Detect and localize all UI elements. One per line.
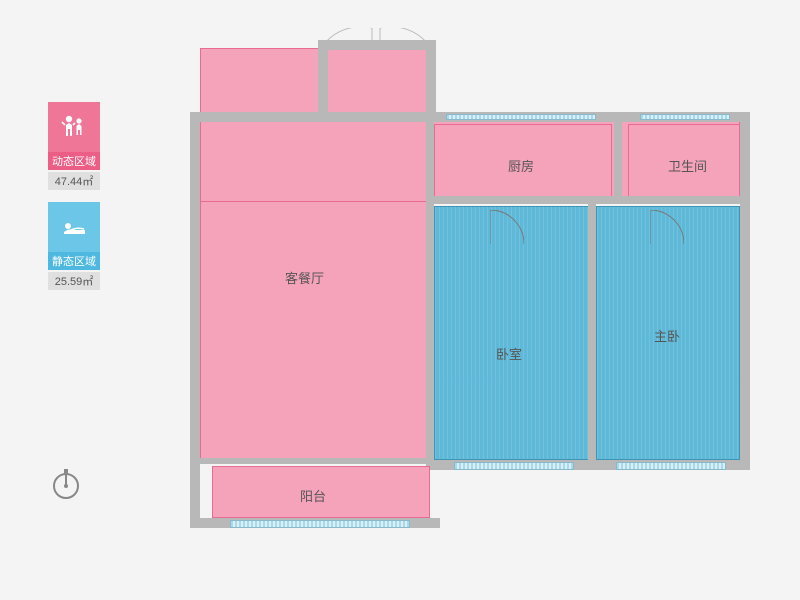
wall [426, 196, 748, 204]
window [616, 462, 726, 470]
people-icon [48, 102, 100, 152]
room-label-bath: 卫生间 [668, 156, 707, 175]
wall [588, 196, 596, 466]
legend-dynamic-label: 动态区域 [48, 152, 100, 170]
window [640, 114, 730, 120]
wall [426, 196, 434, 466]
wall [426, 120, 434, 202]
wall [318, 40, 434, 50]
window [454, 462, 574, 470]
wall [318, 40, 328, 120]
room-label-master: 主卧 [654, 326, 680, 345]
room-label-balcony: 阳台 [300, 486, 326, 505]
room-label-kitchen: 厨房 [508, 156, 534, 175]
room-living [200, 48, 430, 460]
wall [614, 120, 622, 202]
door-arc [490, 210, 524, 244]
sleep-icon [48, 202, 100, 252]
legend-dynamic: 动态区域 47.44㎡ [48, 102, 100, 190]
room-label-living: 客餐厅 [285, 268, 324, 287]
wall [426, 40, 436, 120]
legend-static-label: 静态区域 [48, 252, 100, 270]
wall [740, 112, 750, 468]
room-label-bedroom: 卧室 [496, 344, 522, 363]
window [446, 114, 596, 120]
door-arc [650, 210, 684, 244]
legend-static-value: 25.59㎡ [48, 272, 100, 290]
window [230, 520, 410, 528]
legend-static: 静态区域 25.59㎡ [48, 202, 100, 290]
compass-icon [48, 466, 84, 502]
wall [200, 458, 432, 464]
floorplan: 客餐厅 厨房 卫生间阳台 卧室 主卧 [190, 28, 756, 558]
room-bedroom [434, 206, 592, 460]
legend-dynamic-value: 47.44㎡ [48, 172, 100, 190]
wall [190, 112, 200, 526]
